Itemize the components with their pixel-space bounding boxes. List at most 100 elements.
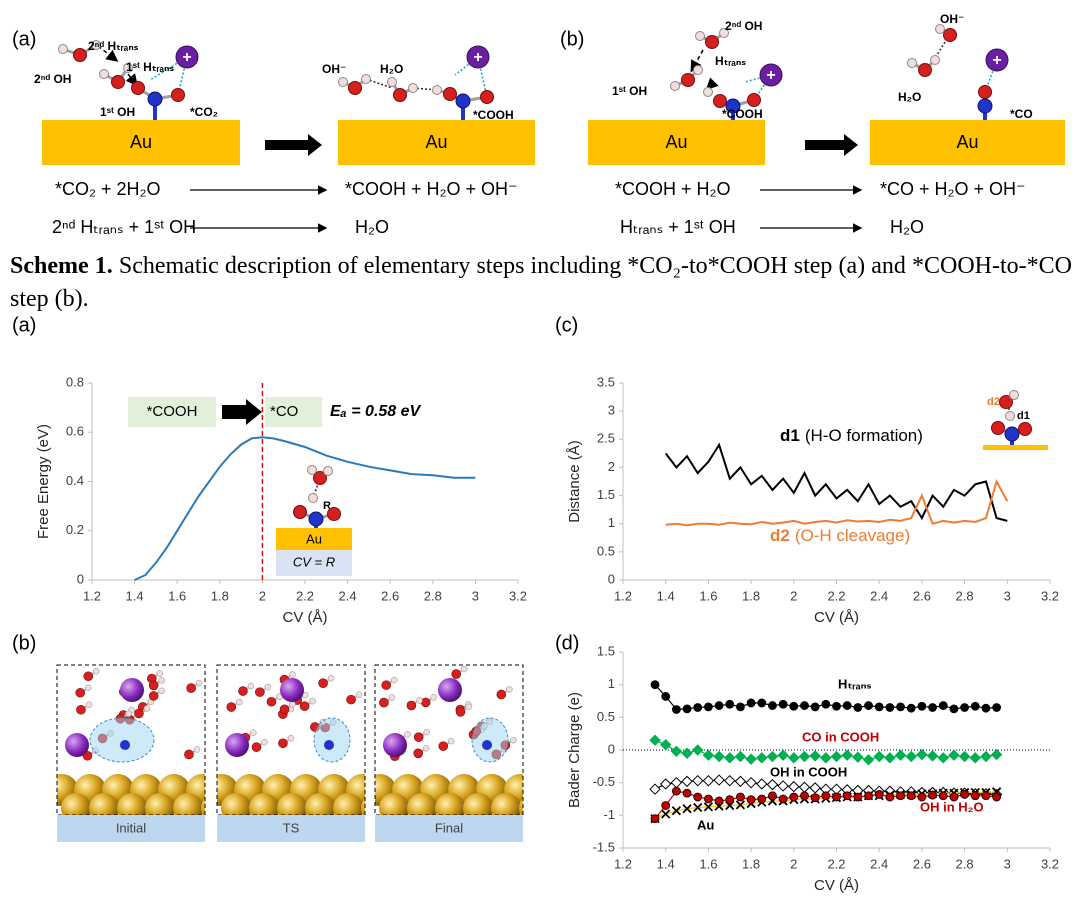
cation-sign: +	[766, 67, 775, 84]
molecule-label: H₂O	[380, 62, 403, 76]
cation-atom	[438, 678, 462, 702]
au-atom	[407, 793, 437, 815]
series-label: d2 (O-H cleavage)	[770, 526, 910, 545]
series-label: d1 (H-O formation)	[780, 426, 923, 445]
marker	[853, 792, 863, 802]
atom	[84, 684, 92, 691]
molecule-label: OH⁻	[940, 12, 964, 26]
cation	[985, 48, 1009, 72]
atom	[318, 678, 328, 689]
marker	[703, 802, 714, 812]
au-surface	[338, 120, 535, 165]
transfer-arrow	[705, 77, 719, 91]
y-tick-label: 0	[77, 571, 84, 586]
marker	[661, 692, 671, 701]
series-label: OH in COOH	[770, 764, 847, 779]
x-tick-label: 1.8	[742, 588, 760, 603]
marker	[681, 775, 693, 788]
marker	[896, 791, 905, 801]
marker	[981, 791, 991, 801]
y-tick-label: 0.5	[597, 709, 615, 724]
atom	[1005, 411, 1015, 421]
molecule-label: *COOH	[722, 107, 763, 121]
y-tick-label: 0	[608, 741, 615, 756]
atom	[125, 710, 132, 718]
atom	[327, 507, 341, 521]
atom	[480, 90, 494, 104]
atom	[451, 669, 461, 679]
atom	[361, 74, 371, 84]
marker	[809, 782, 821, 794]
frame-label: Initial	[116, 820, 146, 835]
marker	[798, 781, 811, 793]
atom	[255, 687, 265, 697]
x-tick-label: 2.2	[827, 588, 845, 603]
marker	[885, 703, 895, 712]
x-tick-label: 2.2	[296, 588, 314, 603]
atom	[307, 465, 317, 475]
marker	[789, 701, 799, 711]
marker	[734, 775, 747, 788]
y-tick-label: 0.4	[66, 473, 84, 488]
atom	[406, 700, 417, 711]
transfer-arrow	[97, 45, 119, 62]
atom	[250, 729, 257, 736]
marker	[853, 703, 863, 712]
atom	[977, 98, 993, 114]
atom	[404, 731, 411, 738]
series-label: Hₜᵣₐₙₛ	[838, 676, 872, 691]
h-bond	[477, 56, 488, 98]
marker	[873, 750, 885, 763]
x-tick-label: 2	[790, 588, 797, 603]
marker	[970, 791, 980, 801]
atom	[346, 694, 356, 705]
atom	[725, 98, 741, 114]
marker	[894, 749, 907, 761]
atom	[670, 81, 680, 91]
x-tick-label: 3	[1004, 588, 1011, 603]
au-surface	[870, 120, 1065, 165]
marker	[735, 800, 746, 810]
atom	[416, 697, 423, 704]
molecule-label: OH⁻	[322, 62, 346, 76]
atom	[381, 680, 392, 690]
data-line	[134, 436, 476, 581]
marker	[789, 792, 799, 802]
y-tick-label: 0	[608, 571, 615, 586]
x-tick-label: 3.2	[509, 588, 527, 603]
panel-label: (d)	[555, 632, 579, 654]
marker	[864, 701, 873, 710]
atom	[186, 683, 196, 693]
marker	[757, 794, 767, 804]
caption: Scheme 1. Schematic description of eleme…	[10, 250, 1072, 316]
cation-atom	[225, 733, 249, 757]
inset-label: Au	[306, 531, 322, 546]
marker	[671, 786, 681, 796]
x-tick-label: 3.2	[1041, 588, 1059, 603]
atom	[496, 689, 507, 700]
marker	[702, 774, 715, 787]
atom	[413, 732, 424, 742]
atom	[131, 81, 145, 95]
y-tick-label: 2	[608, 459, 615, 474]
atom	[681, 73, 695, 87]
x-tick-label: 1.4	[657, 588, 675, 603]
x-tick-label: 3.2	[1041, 856, 1059, 871]
marker	[661, 809, 671, 819]
x-tick-label: 1.2	[614, 856, 632, 871]
marker	[832, 701, 841, 711]
marker	[960, 790, 969, 799]
marker	[821, 791, 831, 801]
marker	[671, 806, 682, 816]
atom	[195, 679, 203, 687]
y-tick-label: 1.5	[597, 643, 615, 658]
atom	[289, 671, 296, 678]
surface-label: Au	[665, 132, 687, 152]
state-box	[128, 397, 216, 427]
atom	[289, 701, 296, 708]
marker	[682, 788, 692, 798]
atom	[430, 694, 437, 701]
marker	[766, 778, 779, 791]
molecule-label: 2ⁿᵈ OH	[34, 72, 71, 86]
